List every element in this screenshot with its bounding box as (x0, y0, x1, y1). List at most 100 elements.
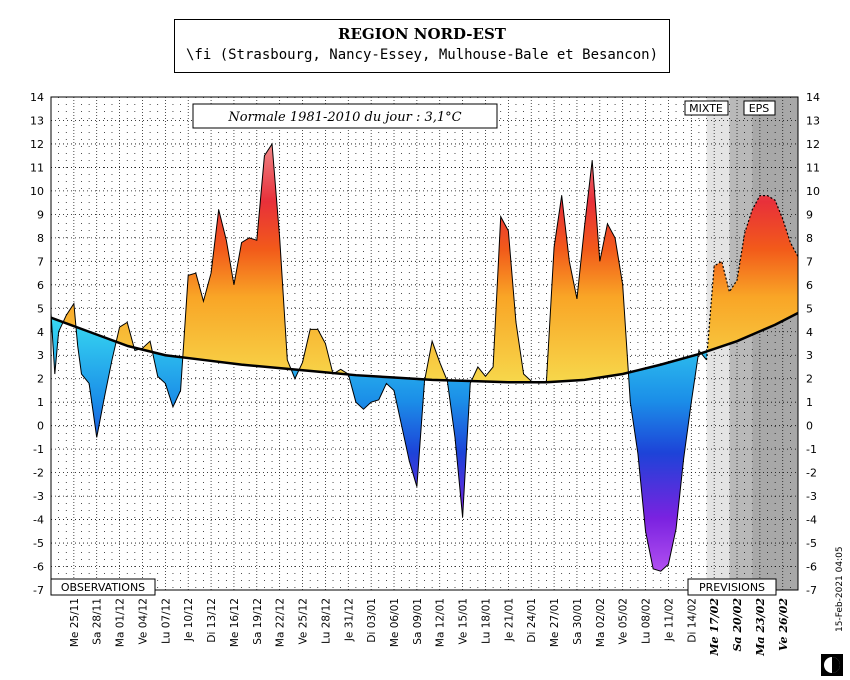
y-tick-label: 8 (37, 232, 44, 245)
observations-label: OBSERVATIONS (61, 581, 145, 594)
plot-frame (50, 96, 799, 591)
y-tick-label: 10 (30, 185, 44, 198)
y-tick-label: -2 (33, 467, 44, 480)
x-date-label: Me 06/01 (389, 598, 401, 647)
y-tick-label: 7 (37, 255, 44, 268)
warm-anomaly-area (706, 195, 798, 352)
x-date-label: Di 03/01 (366, 598, 378, 643)
y-tick-label: 13 (806, 114, 820, 127)
y-tick-label: 14 (30, 91, 44, 104)
x-date-label: Sa 28/11 (92, 598, 104, 645)
y-tick-label: -6 (33, 561, 44, 574)
y-tick-label: 14 (806, 91, 820, 104)
y-tick-label: 12 (30, 138, 44, 151)
y-tick-label: 4 (806, 326, 813, 339)
eps-label-box: EPS (743, 100, 776, 116)
x-date-label: Me 25/11 (69, 598, 81, 647)
y-tick-label: 8 (806, 232, 813, 245)
y-tick-label: -4 (33, 514, 44, 527)
y-tick-label: 2 (37, 373, 44, 386)
x-date-label: Ma 02/02 (595, 598, 607, 647)
x-date-label: Di 13/12 (206, 598, 218, 643)
observations-label-box: OBSERVATIONS (50, 578, 156, 596)
y-tick-label: 6 (806, 279, 813, 292)
x-date-label: Sa 19/12 (252, 598, 264, 645)
y-tick-label: 3 (806, 349, 813, 362)
x-date-label: Ma 23/02 (754, 598, 767, 657)
x-date-label: Lu 07/12 (160, 598, 172, 644)
previsions-label: PREVISIONS (699, 581, 765, 594)
x-date-label: Ve 05/02 (618, 598, 630, 644)
normale-curve (50, 311, 799, 384)
x-date-label: Sa 20/02 (731, 598, 744, 652)
x-date-label: Je 10/12 (183, 598, 195, 642)
eps-label: EPS (749, 102, 770, 115)
x-date-label: Lu 18/01 (480, 598, 492, 644)
y-tick-label: 0 (37, 420, 44, 433)
x-date-label: Je 11/02 (663, 598, 675, 642)
meteo-logo (821, 654, 843, 676)
warm-anomaly-area (51, 143, 707, 383)
y-tick-label: -5 (806, 537, 817, 550)
y-tick-label: 2 (806, 373, 813, 386)
x-date-label: Me 17/02 (708, 598, 721, 657)
x-date-label: Me 27/01 (549, 598, 561, 647)
mixte-label: MIXTE (689, 102, 723, 115)
y-tick-label: -3 (33, 490, 44, 503)
y-tick-label: 6 (37, 279, 44, 292)
y-tick-label: 5 (37, 302, 44, 315)
y-tick-label: 4 (37, 326, 44, 339)
y-tick-label: 13 (30, 114, 44, 127)
y-tick-label: 9 (37, 208, 44, 221)
plot-area (51, 97, 798, 590)
x-date-label: Je 21/01 (503, 598, 515, 642)
x-date-label: Lu 08/02 (641, 598, 653, 644)
y-tick-label: 9 (806, 208, 813, 221)
forecast-outline (705, 195, 799, 360)
x-date-label: Sa 30/01 (572, 598, 584, 645)
x-date-label: Ve 25/12 (298, 598, 310, 644)
y-tick-label: -1 (806, 443, 817, 456)
y-tick-label: -3 (806, 490, 817, 503)
y-tick-label: 3 (37, 349, 44, 362)
x-date-label: Ve 26/02 (777, 598, 790, 651)
chart-subtitle: \fi (Strasbourg, Nancy-Essey, Mulhouse-B… (185, 47, 658, 63)
y-tick-label: 0 (806, 420, 813, 433)
x-date-label: Ve 04/12 (137, 598, 149, 644)
y-tick-label: 12 (806, 138, 820, 151)
y-tick-label: -5 (33, 537, 44, 550)
y-tick-label: 11 (30, 161, 44, 174)
y-tick-label: -6 (806, 561, 817, 574)
x-date-label: Sa 09/01 (412, 598, 424, 645)
observed-outline (50, 142, 707, 572)
x-date-label: Je 31/12 (343, 598, 355, 642)
y-tick-label: 1 (37, 396, 44, 409)
x-date-label: Ma 01/12 (115, 598, 127, 647)
x-date-label: Di 14/02 (686, 598, 698, 643)
temperature-areas (51, 143, 798, 572)
x-date-label: Lu 28/12 (320, 598, 332, 644)
x-date-label: Di 24/01 (526, 598, 538, 643)
y-tick-label: -4 (806, 514, 817, 527)
x-date-label: Ma 22/12 (275, 598, 287, 647)
eps-zone-dark (752, 97, 798, 590)
chart-title-box: REGION NORD-EST \fi (Strasbourg, Nancy-E… (174, 19, 670, 73)
x-axis-dates: Me 25/11 Sa 28/11 Ma 01/12 Ve 04/12 Lu 07/12… (69, 598, 790, 657)
x-date-label: Ve 15/01 (458, 598, 470, 644)
timestamp: 15-Feb-2021 04:05 (835, 546, 845, 632)
normale-box: Normale 1981-2010 du jour : 3,1°C (192, 103, 498, 129)
y-tick-label: -7 (33, 584, 44, 597)
chart-title: REGION NORD-EST (338, 25, 506, 43)
y-tick-label: 7 (806, 255, 813, 268)
previsions-label-box: PREVISIONS (687, 578, 777, 596)
x-date-label: Me 16/12 (229, 598, 241, 647)
normale-text: Normale 1981-2010 du jour : 3,1°C (227, 110, 461, 125)
y-tick-label: 11 (806, 161, 820, 174)
x-date-label: Ma 12/01 (435, 598, 447, 647)
mixte-label-box: MIXTE (684, 100, 729, 116)
y-tick-label: 5 (806, 302, 813, 315)
y-tick-label: -2 (806, 467, 817, 480)
